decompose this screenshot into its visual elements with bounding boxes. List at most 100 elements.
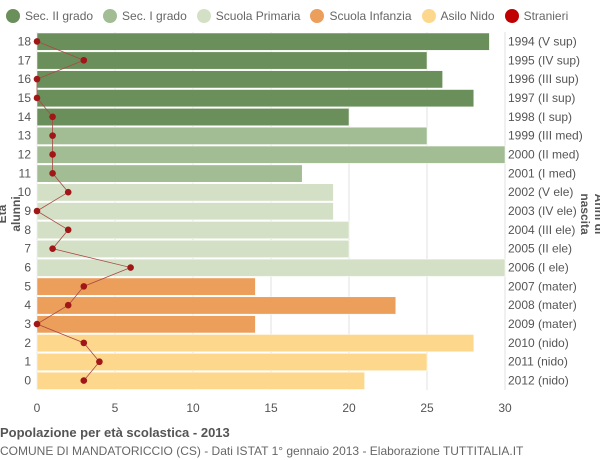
stranieri-point [33, 207, 41, 215]
stranieri-point [33, 75, 41, 83]
age-tick-label: 18 [18, 34, 32, 48]
bar [36, 183, 334, 202]
legend-swatch [310, 9, 325, 23]
stranieri-point [80, 339, 88, 347]
bar [36, 296, 397, 315]
birth-tick-labels: 1994 (V sup) 1995 (IV sup) 1996 (III sup) 1… [508, 34, 583, 387]
age-tick-label: 15 [18, 91, 32, 105]
legend-label: Scuola Infanzia [329, 9, 412, 23]
bar [36, 108, 350, 126]
age-tick-label: 7 [24, 242, 31, 256]
birth-tick-label: 1996 (III sup) [508, 72, 579, 86]
stranieri-point [49, 151, 56, 158]
stranieri-point [33, 94, 41, 102]
birth-tick-label: 1997 (II sup) [508, 91, 575, 105]
stranieri-point [49, 132, 56, 139]
age-tick-label: 1 [24, 355, 31, 369]
age-tick-label: 3 [24, 317, 31, 331]
bar [36, 240, 350, 258]
bar [36, 70, 443, 89]
stranieri-point [80, 283, 88, 290]
x-tick-label: 10 [186, 401, 200, 415]
birth-tick-label: 2010 (nido) [508, 336, 569, 350]
legend-swatch [504, 9, 519, 23]
legend-swatch [196, 9, 211, 23]
legend-item: Scuola Infanzia [310, 9, 412, 23]
age-tick-label: 4 [24, 298, 31, 312]
bar [36, 277, 256, 296]
birth-tick-label: 2011 (nido) [508, 355, 568, 369]
stranieri-point [33, 38, 41, 45]
bar [36, 334, 475, 353]
y-axis-label-right: Anni di nascita [578, 193, 600, 235]
birth-tick-label: 2006 (I ele) [508, 261, 569, 275]
bar [36, 126, 428, 145]
chart-subtitle: COMUNE DI MANDATORICCIO (CS) - Dati ISTA… [0, 444, 524, 458]
age-tick-label: 0 [24, 374, 31, 388]
legend-label: Stranieri [523, 9, 569, 23]
legend-label: Scuola Primaria [215, 9, 301, 23]
stranieri-point [96, 358, 103, 366]
age-tick-label: 6 [24, 261, 31, 275]
legend: Sec. II grado Sec. I grado Scuola Primaria… [6, 6, 578, 26]
bar [36, 32, 490, 51]
legend-item: Stranieri [504, 9, 569, 23]
birth-tick-label: 1998 (I sup) [508, 110, 572, 124]
stranieri-point [64, 188, 72, 196]
x-tick-label: 25 [420, 401, 434, 415]
stranieri-point [127, 264, 134, 271]
age-tick-label: 14 [18, 110, 32, 124]
age-tick-label: 17 [18, 53, 32, 67]
legend-item: Scuola Primaria [196, 9, 301, 23]
bar [36, 51, 428, 70]
age-tick-label: 13 [18, 129, 32, 143]
bar [36, 315, 256, 334]
legend-swatch [421, 9, 436, 23]
birth-tick-label: 1995 (IV sup) [508, 53, 580, 67]
bar [36, 89, 475, 108]
bar [36, 145, 506, 164]
age-tick-label: 10 [18, 185, 32, 199]
legend-item: Sec. II grado [6, 9, 93, 23]
age-tick-label: 5 [24, 279, 31, 293]
birth-tick-label: 2007 (mater) [508, 279, 577, 293]
stranieri-point [49, 245, 56, 252]
bar [36, 371, 365, 390]
birth-tick-label: 2012 (nido) [508, 374, 569, 388]
birth-tick-label: 1999 (III med) [508, 129, 583, 143]
bar [36, 258, 506, 277]
birth-tick-label: 2004 (III ele) [508, 223, 575, 237]
bars [36, 32, 506, 390]
bar [36, 164, 303, 183]
stranieri-point [33, 320, 41, 328]
birth-tick-label: 2001 (I med) [508, 166, 576, 180]
birth-tick-label: 2002 (V ele) [508, 185, 573, 199]
chart-title: Popolazione per età scolastica - 2013 [0, 425, 230, 440]
x-tick-label: 30 [498, 401, 512, 415]
stranieri-point [80, 377, 88, 384]
legend-label: Sec. II grado [25, 9, 94, 23]
bar [36, 202, 334, 221]
legend-label: Asilo Nido [440, 9, 495, 23]
stranieri-point [80, 56, 88, 64]
x-tick-label: 20 [342, 401, 356, 415]
x-tick-label: 5 [112, 401, 119, 415]
birth-tick-label: 2000 (II med) [508, 147, 579, 161]
age-tick-label: 12 [18, 147, 32, 161]
stranieri-points [33, 38, 134, 384]
legend-label: Sec. I grado [122, 9, 187, 23]
legend-swatch [6, 9, 20, 23]
birth-tick-label: 1994 (V sup) [508, 34, 577, 48]
stranieri-point [49, 170, 56, 177]
age-tick-label: 2 [24, 336, 31, 350]
x-tick-label: 0 [34, 401, 41, 415]
legend-item: Asilo Nido [421, 9, 495, 23]
birth-tick-label: 2009 (mater) [508, 317, 577, 331]
birth-tick-label: 2005 (II ele) [508, 242, 572, 256]
stranieri-point [64, 226, 72, 234]
age-tick-label: 9 [24, 204, 31, 218]
age-tick-label: 11 [19, 166, 32, 180]
x-tick-label: 15 [264, 401, 278, 415]
